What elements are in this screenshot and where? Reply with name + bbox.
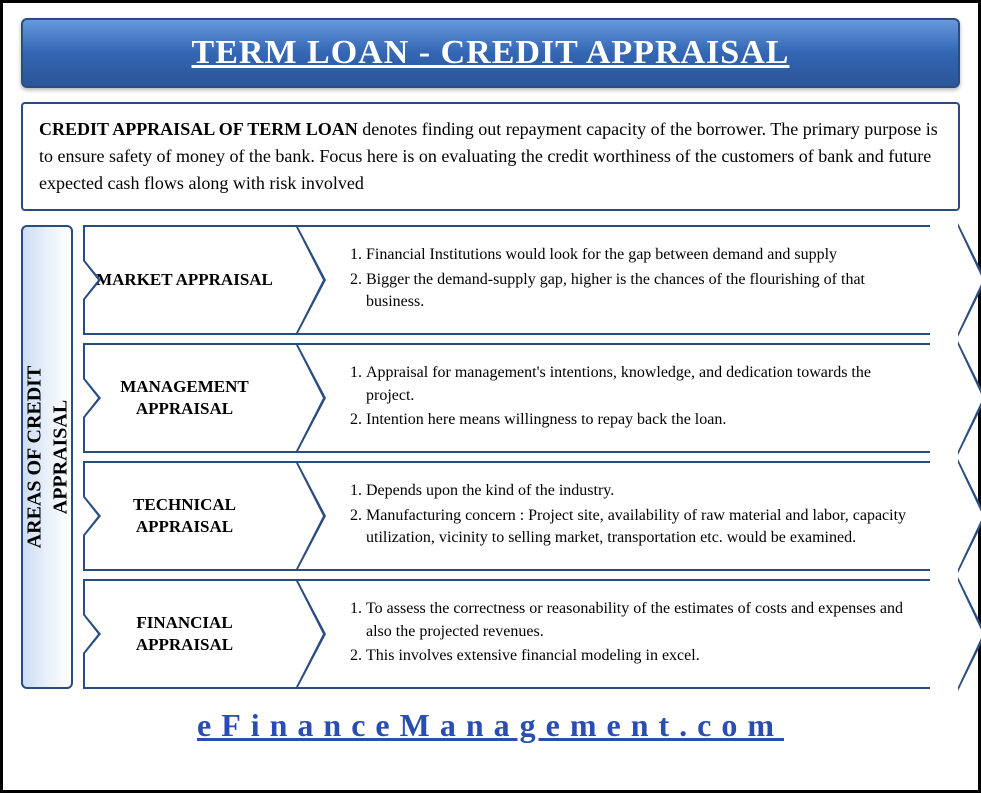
appraisal-row: TECHNICAL APPRAISAL Depends upon the kin… — [83, 461, 960, 571]
row-content: To assess the correctness or reasonabili… — [298, 579, 960, 689]
chevron-right-icon — [296, 343, 328, 453]
row-label-text: FINANCIAL APPRAISAL — [95, 612, 274, 656]
row-content: Appraisal for management's intentions, k… — [298, 343, 960, 453]
infographic-container: TERM LOAN - CREDIT APPRAISAL CREDIT APPR… — [0, 0, 981, 793]
row-label-text: MARKET APPRAISAL — [96, 269, 273, 291]
row-list: To assess the correctness or reasonabili… — [342, 598, 922, 669]
list-item: Intention here means willingness to repa… — [366, 409, 922, 431]
chevron-right-icon — [958, 345, 981, 451]
chevron-right-icon — [958, 463, 981, 569]
intro-box: CREDIT APPRAISAL OF TERM LOAN denotes fi… — [21, 102, 960, 211]
main-area: AREAS OF CREDITAPPRAISAL MARKET APPRAISA… — [21, 225, 960, 689]
row-content: Financial Institutions would look for th… — [298, 225, 960, 335]
row-list: Depends upon the kind of the industry. M… — [342, 480, 922, 551]
row-label-technical: TECHNICAL APPRAISAL — [83, 461, 298, 571]
title-bar: TERM LOAN - CREDIT APPRAISAL — [21, 18, 960, 88]
row-list: Appraisal for management's intentions, k… — [342, 362, 922, 433]
row-label-financial: FINANCIAL APPRAISAL — [83, 579, 298, 689]
row-label-text: TECHNICAL APPRAISAL — [95, 494, 274, 538]
list-item: Depends upon the kind of the industry. — [366, 480, 922, 502]
chevron-right-icon — [296, 461, 328, 571]
row-label-market: MARKET APPRAISAL — [83, 225, 298, 335]
chevron-right-icon — [958, 227, 981, 333]
appraisal-row: FINANCIAL APPRAISAL To assess the correc… — [83, 579, 960, 689]
footer-link[interactable]: eFinanceManagement.com — [21, 707, 960, 744]
appraisal-row: MANAGEMENT APPRAISAL Appraisal for manag… — [83, 343, 960, 453]
list-item: Manufacturing concern : Project site, av… — [366, 505, 922, 550]
list-item: Appraisal for management's intentions, k… — [366, 362, 922, 407]
list-item: To assess the correctness or reasonabili… — [366, 598, 922, 643]
row-label-management: MANAGEMENT APPRAISAL — [83, 343, 298, 453]
chevron-right-icon — [296, 225, 328, 335]
side-label-box: AREAS OF CREDITAPPRAISAL — [21, 225, 73, 689]
row-label-text: MANAGEMENT APPRAISAL — [95, 376, 274, 420]
appraisal-row: MARKET APPRAISAL Financial Institutions … — [83, 225, 960, 335]
rows-container: MARKET APPRAISAL Financial Institutions … — [83, 225, 960, 689]
list-item: Bigger the demand-supply gap, higher is … — [366, 269, 922, 314]
chevron-right-icon — [958, 581, 981, 687]
intro-lead: CREDIT APPRAISAL OF TERM LOAN — [39, 119, 358, 139]
chevron-right-icon — [296, 579, 328, 689]
page-title: TERM LOAN - CREDIT APPRAISAL — [43, 34, 938, 72]
row-content: Depends upon the kind of the industry. M… — [298, 461, 960, 571]
list-item: Financial Institutions would look for th… — [366, 244, 922, 266]
list-item: This involves extensive financial modeli… — [366, 645, 922, 667]
side-label-text: AREAS OF CREDITAPPRAISAL — [21, 366, 73, 549]
row-list: Financial Institutions would look for th… — [342, 244, 922, 315]
